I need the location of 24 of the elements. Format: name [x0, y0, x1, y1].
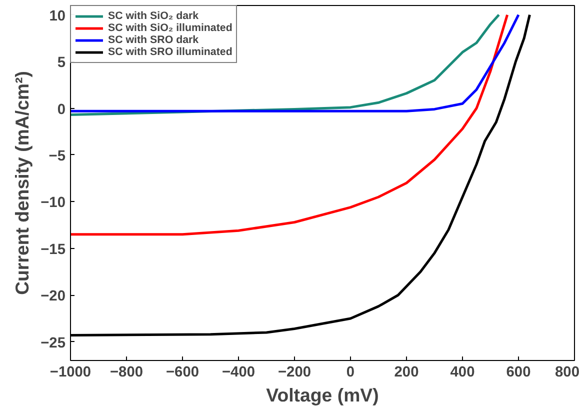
x-tick-label: −1000 [50, 364, 92, 380]
y-tick-label: −5 [48, 148, 66, 164]
y-tick-label: −20 [40, 288, 66, 305]
legend-label: SC with SRO dark [108, 34, 199, 46]
y-tick-label: −10 [40, 195, 66, 212]
x-tick-label: −200 [278, 364, 312, 380]
x-tick-label: 800 [555, 364, 579, 380]
legend-label: SC with SiO₂ illuminated [108, 22, 232, 34]
x-tick-label: −400 [222, 364, 256, 380]
x-tick-label: −600 [166, 364, 200, 380]
y-tick-label: −25 [40, 335, 66, 352]
x-tick-label: 200 [394, 364, 419, 380]
x-tick-label: −800 [110, 364, 144, 380]
y-tick-label: −15 [40, 242, 66, 258]
legend-label: SC with SiO₂ dark [108, 10, 199, 22]
y-axis-title: Current density (mA/cm²) [12, 71, 33, 295]
y-tick-label: 5 [57, 55, 66, 72]
x-tick-label: 0 [346, 364, 355, 380]
y-tick-label: 0 [57, 102, 66, 118]
y-tick-label: 10 [49, 8, 66, 24]
x-tick-label: 400 [450, 364, 475, 380]
legend-label: SC with SRO illuminated [108, 46, 232, 58]
x-axis-title: Voltage (mV) [266, 384, 379, 406]
x-tick-label: 600 [506, 364, 531, 380]
